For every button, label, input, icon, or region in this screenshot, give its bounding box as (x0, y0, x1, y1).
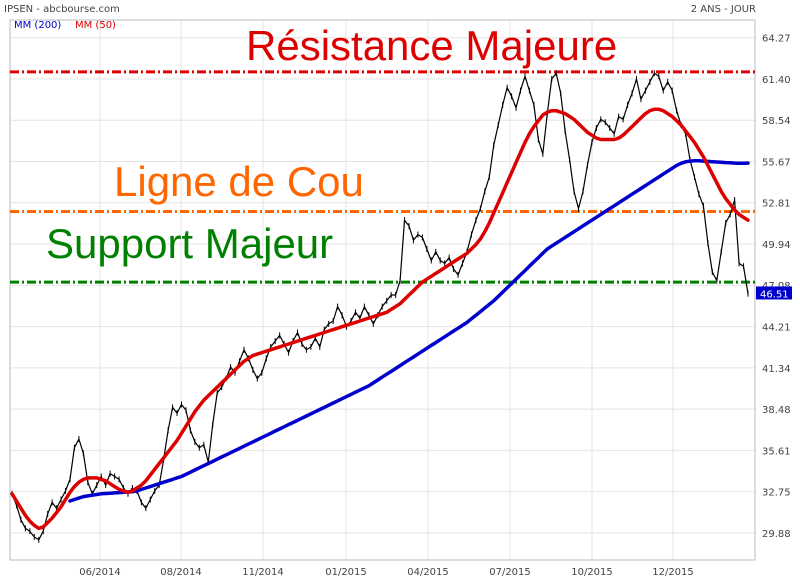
level-lines (10, 70, 755, 284)
y-tick-label: 61.40 (762, 75, 791, 86)
x-axis: 06/2014 08/2014 11/2014 01/2015 04/2015 07/20… (79, 567, 694, 578)
x-tick-label: 10/2015 (571, 567, 613, 578)
chart-source-label: IPSEN - abcbourse.com (4, 4, 120, 15)
last-price-tag: 46.51 (756, 286, 792, 300)
last-price-tag-bg (756, 286, 792, 300)
annotation-resistance: Résistance Majeure (246, 22, 617, 69)
chart-period-label: 2 ANS - JOUR (691, 4, 756, 15)
x-tick-label: 01/2015 (325, 567, 367, 578)
plot-border (9, 19, 756, 561)
x-tick-label: 07/2015 (489, 567, 531, 578)
mm50-line (10, 107, 750, 531)
x-tick-label: 08/2014 (160, 567, 202, 578)
series-layer (10, 70, 750, 543)
y-tick-label: 29.88 (762, 529, 791, 540)
y-tick-label: 38.48 (762, 405, 791, 416)
annotation-neckline: Ligne de Cou (114, 158, 364, 205)
x-tick-label: 04/2015 (407, 567, 449, 578)
y-tick-label: 44.21 (762, 323, 791, 334)
grid (10, 20, 755, 560)
mm200-line (68, 159, 750, 503)
y-tick-label: 55.67 (762, 158, 791, 169)
last-price-value: 46.51 (760, 289, 789, 300)
legend-mm200: MM (200) (14, 20, 61, 31)
y-tick-label: 58.54 (762, 116, 791, 127)
x-tick-label: 06/2014 (79, 567, 121, 578)
y-tick-label: 35.61 (762, 446, 791, 457)
x-tick-label: 11/2014 (242, 567, 284, 578)
x-tick-label: 12/2015 (652, 567, 694, 578)
plot-frame (9, 19, 756, 561)
annotation-support: Support Majeur (46, 220, 333, 267)
y-tick-label: 49.94 (762, 240, 791, 251)
legend-mm50: MM (50) (75, 20, 116, 31)
y-tick-label: 32.75 (762, 488, 791, 499)
y-tick-label: 41.34 (762, 364, 791, 375)
y-tick-label: 52.81 (762, 199, 791, 210)
y-tick-label: 64.27 (762, 34, 791, 45)
